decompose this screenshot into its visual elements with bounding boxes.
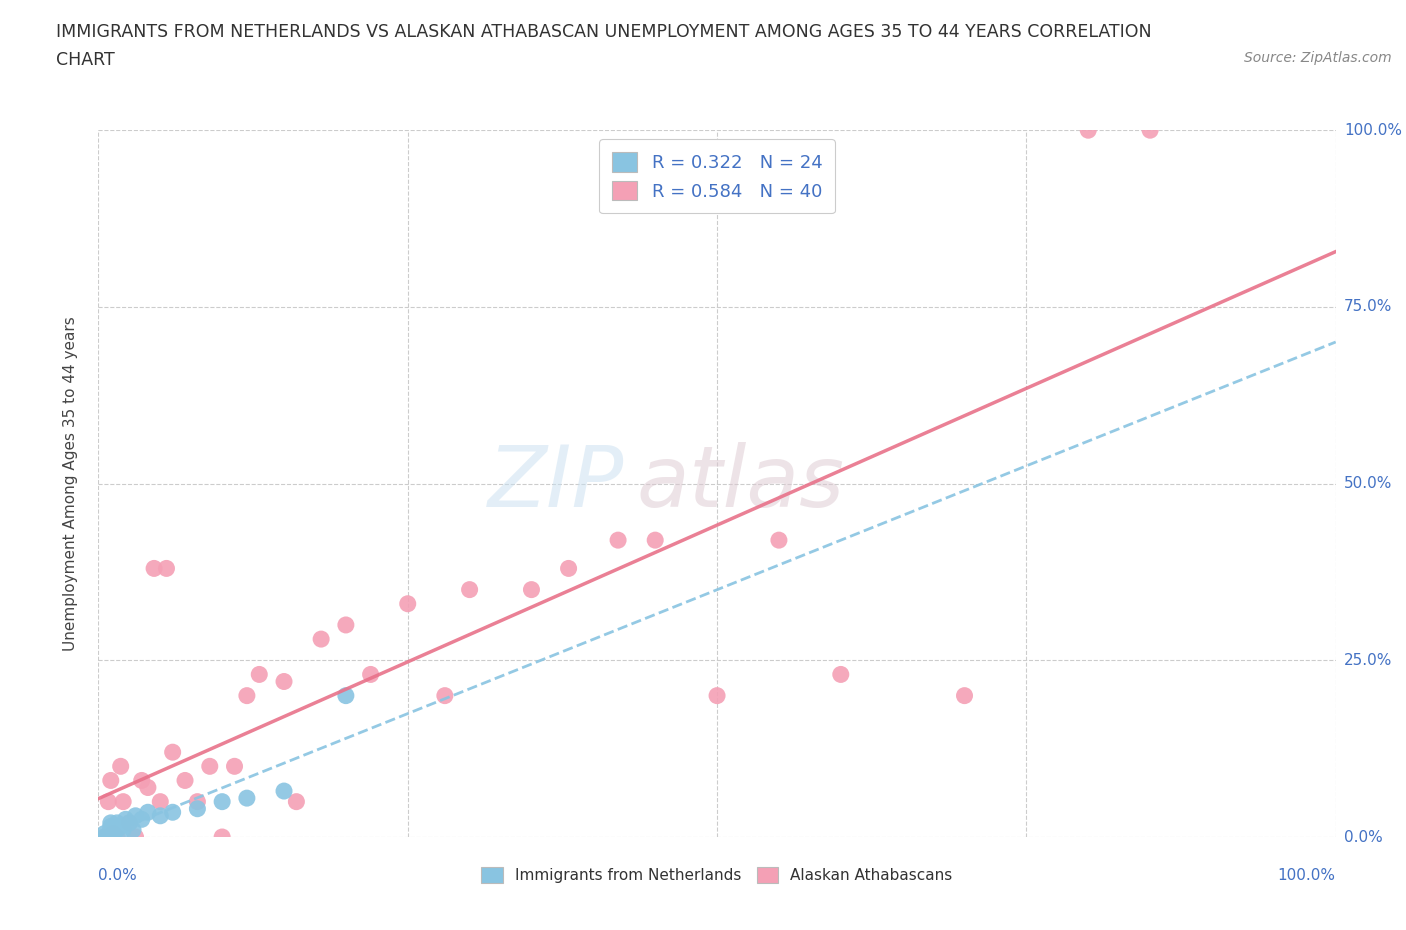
Point [458, 582, 481, 597]
Point [236, 790, 259, 805]
Point [953, 688, 976, 703]
Point [103, 826, 125, 841]
Point [360, 667, 382, 682]
Point [110, 759, 132, 774]
Point [118, 816, 141, 830]
Point [124, 830, 146, 844]
Text: Source: ZipAtlas.com: Source: ZipAtlas.com [1244, 51, 1392, 65]
Point [149, 808, 172, 823]
Point [224, 759, 246, 774]
Point [557, 561, 579, 576]
Point [93, 826, 115, 841]
Point [186, 794, 208, 809]
Text: 0.0%: 0.0% [98, 868, 138, 883]
Point [100, 816, 122, 830]
Point [273, 784, 295, 799]
Point [174, 773, 197, 788]
Text: 100.0%: 100.0% [1278, 868, 1336, 883]
Point [93, 830, 115, 844]
Point [97, 828, 120, 843]
Point [335, 618, 357, 632]
Point [131, 773, 153, 788]
Point [110, 819, 132, 834]
Point [112, 794, 135, 809]
Point [118, 816, 141, 830]
Point [607, 533, 630, 548]
Point [198, 759, 221, 774]
Point [143, 561, 166, 576]
Point [644, 533, 666, 548]
Point [105, 822, 128, 837]
Point [520, 582, 543, 597]
Point [97, 794, 120, 809]
Point [155, 561, 177, 576]
Point [273, 674, 295, 689]
Point [186, 802, 208, 817]
Point [103, 826, 125, 841]
Text: 75.0%: 75.0% [1344, 299, 1392, 314]
Point [105, 830, 128, 844]
Y-axis label: Unemployment Among Ages 35 to 44 years: Unemployment Among Ages 35 to 44 years [63, 316, 77, 651]
Point [100, 819, 122, 834]
Point [335, 688, 357, 703]
Point [309, 631, 332, 646]
Point [211, 794, 233, 809]
Point [768, 533, 790, 548]
Point [124, 808, 146, 823]
Point [247, 667, 270, 682]
Text: CHART: CHART [56, 51, 115, 69]
Point [433, 688, 456, 703]
Point [100, 773, 122, 788]
Point [285, 794, 308, 809]
Point [136, 804, 159, 819]
Text: 0.0%: 0.0% [1344, 830, 1382, 844]
Text: atlas: atlas [637, 442, 845, 525]
Point [149, 794, 172, 809]
Point [1077, 123, 1099, 138]
Point [396, 596, 419, 611]
Point [162, 804, 184, 819]
Point [114, 812, 136, 827]
Point [100, 822, 122, 837]
Point [236, 688, 259, 703]
Text: ZIP: ZIP [488, 442, 624, 525]
Point [1139, 123, 1161, 138]
Point [93, 830, 115, 844]
Point [131, 812, 153, 827]
Point [211, 830, 233, 844]
Point [830, 667, 852, 682]
Text: IMMIGRANTS FROM NETHERLANDS VS ALASKAN ATHABASCAN UNEMPLOYMENT AMONG AGES 35 TO : IMMIGRANTS FROM NETHERLANDS VS ALASKAN A… [56, 23, 1152, 41]
Text: 50.0%: 50.0% [1344, 476, 1392, 491]
Point [162, 745, 184, 760]
Point [105, 816, 128, 830]
Legend: Immigrants from Netherlands, Alaskan Athabascans: Immigrants from Netherlands, Alaskan Ath… [475, 860, 959, 889]
Text: 100.0%: 100.0% [1344, 123, 1402, 138]
Point [112, 822, 135, 837]
Point [136, 780, 159, 795]
Text: 25.0%: 25.0% [1344, 653, 1392, 668]
Point [122, 822, 145, 837]
Point [706, 688, 728, 703]
